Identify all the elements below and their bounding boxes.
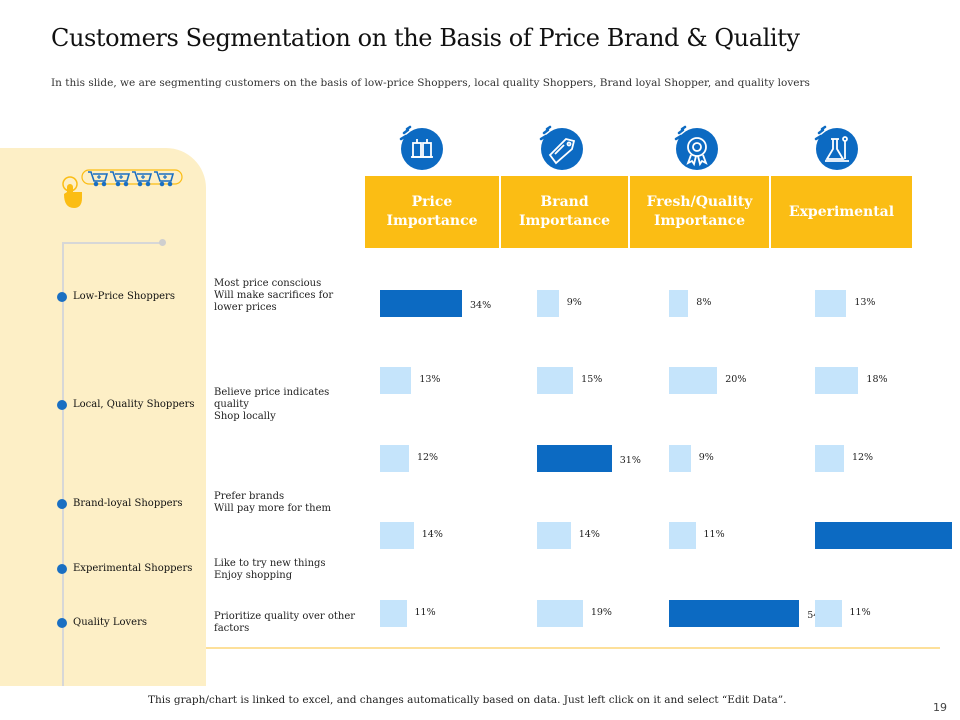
price-tag-icon xyxy=(399,125,443,170)
segment-low-price: Low-Price Shoppers xyxy=(57,291,175,302)
bar-1-1 xyxy=(537,367,574,394)
segment-dot xyxy=(57,498,67,509)
segment-experimental: Experimental Shoppers xyxy=(57,563,192,574)
segment-quality-lovers: Quality Lovers xyxy=(57,617,147,628)
bar-label-4-2: 54% xyxy=(807,610,829,621)
bar-label-0-0: 34% xyxy=(470,300,492,311)
segment-desc-brand-loyal: Prefer brands Will pay more for them xyxy=(214,491,331,514)
timeline-top-dot xyxy=(159,239,166,246)
bar-4-2 xyxy=(669,600,800,627)
segment-desc-quality-lovers: Prioritize quality over other factors xyxy=(214,611,356,634)
bar-label-0-3: 13% xyxy=(854,297,876,308)
timeline-top-line xyxy=(62,242,162,244)
page-title: Customers Segmentation on the Basis of P… xyxy=(51,24,800,52)
bar-label-1-1: 15% xyxy=(581,374,603,385)
brand-tag-icon xyxy=(539,125,583,170)
bar-label-1-3: 18% xyxy=(866,374,888,385)
bar-0-0 xyxy=(380,290,462,317)
page-subtitle: In this slide, we are segmenting custome… xyxy=(51,77,810,89)
bar-label-4-3: 11% xyxy=(849,607,871,618)
segment-dot xyxy=(57,291,67,302)
bar-label-4-0: 11% xyxy=(414,607,436,618)
bar-0-3 xyxy=(815,290,847,317)
bar-label-0-1: 9% xyxy=(566,297,582,308)
bar-4-3 xyxy=(815,600,842,627)
bar-label-0-2: 8% xyxy=(696,297,712,308)
bar-2-3 xyxy=(815,445,844,472)
segment-dot xyxy=(57,399,67,410)
bar-1-3 xyxy=(815,367,859,394)
bar-3-0 xyxy=(380,522,414,549)
bar-3-2 xyxy=(669,522,696,549)
bar-1-0 xyxy=(380,367,412,394)
segment-dot xyxy=(57,563,67,574)
bar-3-3 xyxy=(815,522,953,549)
bar-label-1-0: 13% xyxy=(419,374,441,385)
bar-0-1 xyxy=(537,290,559,317)
segment-desc-local-quality: Believe price indicates quality Shop local… xyxy=(214,387,330,422)
bar-label-2-1: 31% xyxy=(619,455,641,466)
bar-4-1 xyxy=(537,600,583,627)
chart-bottom-line xyxy=(206,647,940,649)
timeline-line xyxy=(62,243,64,686)
bar-2-1 xyxy=(537,445,612,472)
quality-badge-icon xyxy=(674,125,718,170)
header-quality-importance: Fresh/Quality Importance xyxy=(630,176,769,248)
bar-label-1-2: 20% xyxy=(725,374,747,385)
bar-2-2 xyxy=(669,445,691,472)
segment-desc-low-price: Most price conscious Will make sacrifices… xyxy=(214,278,334,313)
segment-brand-loyal: Brand-loyal Shoppers xyxy=(57,498,182,509)
bar-label-2-3: 12% xyxy=(851,452,874,463)
segment-desc-experimental: Like to try new things Enjoy shopping xyxy=(214,558,326,581)
bar-label-3-0: 14% xyxy=(421,529,443,540)
page-number: 19 xyxy=(933,701,947,714)
footer-note: This graph/chart is linked to excel, and… xyxy=(148,694,787,706)
bar-1-2 xyxy=(669,367,718,394)
hand-pointer-icon xyxy=(62,176,82,208)
segment-dot xyxy=(57,617,67,628)
lab-flask-icon xyxy=(814,125,858,170)
bar-label-3-2: 11% xyxy=(703,529,725,540)
segment-local-quality: Local, Quality Shoppers xyxy=(57,399,195,410)
bar-label-4-1: 19% xyxy=(590,607,612,618)
bar-label-2-0: 12% xyxy=(416,452,439,463)
shopping-carts-icon xyxy=(62,169,183,208)
bar-2-0 xyxy=(380,445,409,472)
bar-4-0 xyxy=(380,600,407,627)
bar-label-3-1: 14% xyxy=(578,529,600,540)
segments-panel xyxy=(0,148,206,686)
header-price-importance: Price Importance xyxy=(365,176,499,248)
header-experimental: Experimental xyxy=(771,176,912,248)
bar-label-2-2: 9% xyxy=(698,452,714,463)
bar-0-2 xyxy=(669,290,689,317)
header-brand-importance: Brand Importance xyxy=(501,176,628,248)
bar-3-1 xyxy=(537,522,571,549)
